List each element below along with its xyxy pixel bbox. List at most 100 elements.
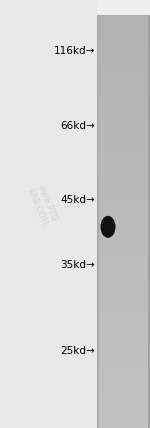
Bar xyxy=(97,286,150,288)
Bar xyxy=(97,52,150,54)
Bar xyxy=(97,51,150,52)
Bar xyxy=(97,167,150,169)
Bar xyxy=(97,312,150,314)
Bar xyxy=(97,144,150,146)
Bar xyxy=(97,198,150,199)
Bar xyxy=(97,108,150,110)
Bar xyxy=(97,418,150,420)
Bar xyxy=(97,148,150,150)
Bar xyxy=(97,382,150,384)
Bar xyxy=(97,344,150,345)
Bar xyxy=(97,275,150,276)
Bar xyxy=(97,177,150,179)
Bar xyxy=(97,133,150,135)
Bar xyxy=(97,337,150,339)
Bar xyxy=(97,83,150,85)
Bar xyxy=(97,223,150,224)
Bar xyxy=(97,36,150,39)
Bar xyxy=(97,302,150,304)
Bar xyxy=(97,269,150,271)
Bar xyxy=(97,118,150,119)
Bar xyxy=(97,280,150,282)
Bar xyxy=(97,203,150,205)
Bar xyxy=(97,206,150,208)
Bar xyxy=(97,107,150,109)
Bar xyxy=(97,211,150,213)
Bar xyxy=(97,181,150,183)
Bar xyxy=(97,345,150,347)
Bar xyxy=(97,89,150,91)
Bar xyxy=(97,78,150,80)
Bar xyxy=(97,126,150,128)
Bar xyxy=(97,295,150,297)
Bar xyxy=(97,232,150,234)
Bar xyxy=(97,210,150,212)
Bar xyxy=(97,128,150,129)
Bar xyxy=(97,98,150,100)
Bar xyxy=(97,139,150,140)
Bar xyxy=(97,125,150,127)
Bar xyxy=(97,45,150,47)
Bar xyxy=(97,404,150,406)
Bar xyxy=(97,359,150,360)
Bar xyxy=(97,35,150,37)
Bar xyxy=(97,19,150,21)
Bar xyxy=(97,199,150,201)
Bar xyxy=(97,410,150,411)
Bar xyxy=(97,191,150,193)
Bar xyxy=(97,262,150,264)
Bar xyxy=(97,330,150,332)
Bar xyxy=(97,339,150,341)
Bar xyxy=(97,207,150,209)
Bar xyxy=(97,297,150,299)
Bar xyxy=(97,381,150,383)
Bar xyxy=(97,156,150,158)
Bar xyxy=(97,360,150,362)
Bar xyxy=(97,187,150,188)
Bar xyxy=(97,235,150,237)
Bar xyxy=(97,239,150,241)
Bar xyxy=(97,288,150,290)
Bar xyxy=(97,372,150,374)
Bar xyxy=(97,169,150,170)
Bar xyxy=(97,318,150,319)
Bar xyxy=(97,27,150,29)
Bar xyxy=(97,276,150,278)
Bar xyxy=(97,182,150,184)
Bar xyxy=(97,224,150,226)
Bar xyxy=(97,131,150,134)
Bar xyxy=(97,392,150,394)
Bar xyxy=(97,313,150,315)
Bar xyxy=(97,294,150,296)
Bar xyxy=(97,63,150,65)
Bar xyxy=(97,217,150,219)
Bar xyxy=(97,192,150,194)
Bar xyxy=(97,400,150,402)
Bar xyxy=(97,34,150,36)
Bar xyxy=(97,257,150,259)
Bar xyxy=(97,353,150,355)
Bar xyxy=(97,220,150,222)
Bar xyxy=(97,221,150,223)
Text: www.PTG
LAB.COM: www.PTG LAB.COM xyxy=(25,184,59,227)
Bar xyxy=(97,298,150,300)
Bar xyxy=(97,300,150,301)
Bar xyxy=(97,249,150,250)
Bar xyxy=(97,134,150,136)
Bar xyxy=(97,26,150,27)
Bar xyxy=(97,301,150,303)
Bar xyxy=(97,419,150,421)
Bar xyxy=(97,328,150,330)
Bar xyxy=(97,406,150,407)
Bar xyxy=(97,136,150,137)
Bar xyxy=(97,17,150,19)
Bar xyxy=(97,362,150,363)
Bar xyxy=(97,115,150,117)
Bar xyxy=(97,306,150,308)
Bar xyxy=(97,324,150,326)
Bar xyxy=(97,411,150,413)
Bar xyxy=(97,389,150,391)
Bar xyxy=(97,279,150,281)
Bar xyxy=(97,218,150,220)
Bar xyxy=(97,305,150,307)
